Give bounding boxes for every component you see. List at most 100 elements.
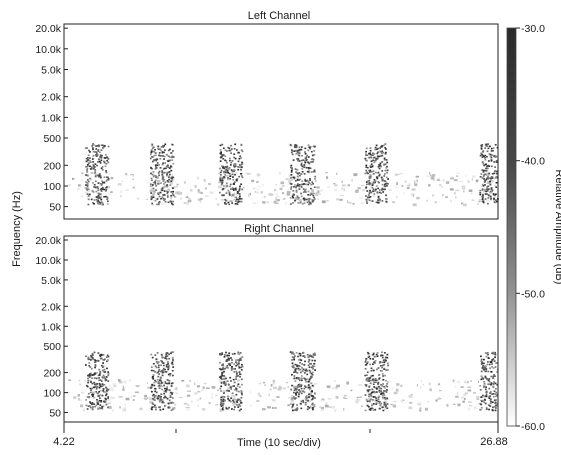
left-noise-cell	[412, 203, 417, 207]
right-burst-cell	[386, 407, 389, 409]
left-burst-cell	[312, 194, 315, 197]
left-burst-cell	[162, 197, 165, 200]
left-burst-cell	[85, 174, 87, 176]
left-burst-cell	[106, 197, 109, 200]
right-burst-cell	[383, 360, 386, 362]
right-burst-cell	[372, 390, 375, 393]
right-burst-cell	[102, 384, 104, 387]
right-burst-cell	[372, 378, 375, 380]
left-noise-cell	[203, 178, 206, 182]
right-burst-cell	[378, 362, 381, 364]
right-noise-cell	[232, 402, 236, 406]
left-burst-cell	[308, 182, 311, 185]
right-noise-cell	[343, 396, 345, 399]
right-burst-cell	[162, 369, 164, 371]
left-burst-cell	[386, 171, 388, 174]
right-noise-cell	[219, 409, 222, 412]
right-burst-cell	[367, 352, 370, 355]
left-burst-cell	[481, 195, 484, 198]
left-noise-cell	[471, 177, 473, 181]
left-burst-cell	[313, 192, 315, 195]
left-burst-cell	[366, 196, 369, 199]
right-burst-cell	[484, 365, 487, 367]
right-noise-cell	[122, 408, 127, 412]
left-burst-cell	[237, 151, 240, 154]
right-burst-3	[218, 351, 244, 412]
left-burst-cell	[372, 154, 374, 156]
left-noise-cell	[234, 192, 235, 196]
left-burst-cell	[484, 154, 487, 157]
right-burst-cell	[231, 385, 234, 388]
left-noise-cell	[399, 173, 404, 175]
right-noise-cell	[147, 386, 151, 389]
left-burst-cell	[481, 177, 484, 179]
left-burst-cell	[240, 157, 242, 159]
left-noise-cell	[494, 184, 497, 187]
right-burst-cell	[155, 408, 157, 411]
right-burst-cell	[172, 366, 175, 368]
right-burst-cell	[170, 382, 173, 385]
right-burst-cell	[232, 368, 235, 370]
left-burst-cell	[304, 161, 307, 164]
right-burst-cell	[381, 385, 384, 387]
right-burst-cell	[91, 408, 94, 410]
right-noise-cell	[222, 409, 225, 411]
right-burst-cell	[488, 378, 491, 380]
left-noise-cell	[208, 183, 211, 186]
left-burst-cell	[161, 196, 164, 198]
left-burst-cell	[234, 203, 237, 205]
left-burst-cell	[304, 178, 307, 181]
left-burst-cell	[95, 154, 97, 156]
left-noise-cell	[490, 191, 493, 193]
right-burst-cell	[226, 359, 229, 361]
right-burst-cell	[480, 358, 483, 361]
left-noise-cell	[171, 174, 173, 177]
left-burst-cell	[296, 158, 298, 160]
right-burst-cell	[381, 356, 384, 359]
left-burst-cell	[226, 185, 229, 187]
left-burst-cell	[228, 194, 231, 196]
left-burst-cell	[377, 166, 380, 168]
left-burst-cell	[103, 145, 106, 147]
right-burst-cell	[98, 407, 101, 409]
left-burst-cell	[86, 165, 89, 168]
right-burst-cell	[85, 355, 87, 358]
left-burst-cell	[368, 199, 371, 201]
right-noise-cell	[107, 398, 111, 402]
left-burst-cell	[298, 172, 301, 174]
left-noise-cell	[319, 189, 323, 192]
right-noise-cell	[185, 407, 190, 409]
right-burst-cell	[296, 377, 298, 379]
right-burst-cell	[157, 394, 160, 397]
right-burst-cell	[490, 361, 492, 364]
right-burst-cell	[227, 395, 230, 398]
right-burst-cell	[167, 368, 170, 371]
left-burst-cell	[95, 174, 97, 176]
right-burst-cell	[487, 353, 489, 356]
right-noise-cell	[197, 405, 200, 407]
right-burst-cell	[375, 381, 377, 383]
left-noise-cell	[282, 192, 285, 194]
right-noise-cell	[356, 396, 360, 398]
left-burst-cell	[495, 172, 498, 175]
right-burst-cell	[226, 380, 229, 383]
right-burst-cell	[495, 407, 497, 409]
left-burst-cell	[93, 165, 95, 167]
right-burst-cell	[379, 407, 381, 410]
left-burst-cell	[376, 157, 379, 160]
left-burst-cell	[219, 160, 222, 162]
right-burst-cell	[307, 385, 310, 387]
left-burst-cell	[158, 203, 161, 205]
left-burst-cell	[366, 166, 369, 169]
right-burst-cell	[96, 385, 99, 388]
left-burst-cell	[298, 188, 301, 190]
right-burst-cell	[151, 356, 154, 359]
left-burst-cell	[171, 156, 173, 159]
left-burst-cell	[372, 152, 374, 154]
right-noise-cell	[382, 397, 384, 400]
right-noise-cell	[350, 389, 353, 392]
left-burst-cell	[89, 165, 91, 168]
right-noise-cell	[291, 395, 293, 397]
right-noise-cell	[335, 386, 339, 389]
right-burst-cell	[386, 385, 389, 388]
